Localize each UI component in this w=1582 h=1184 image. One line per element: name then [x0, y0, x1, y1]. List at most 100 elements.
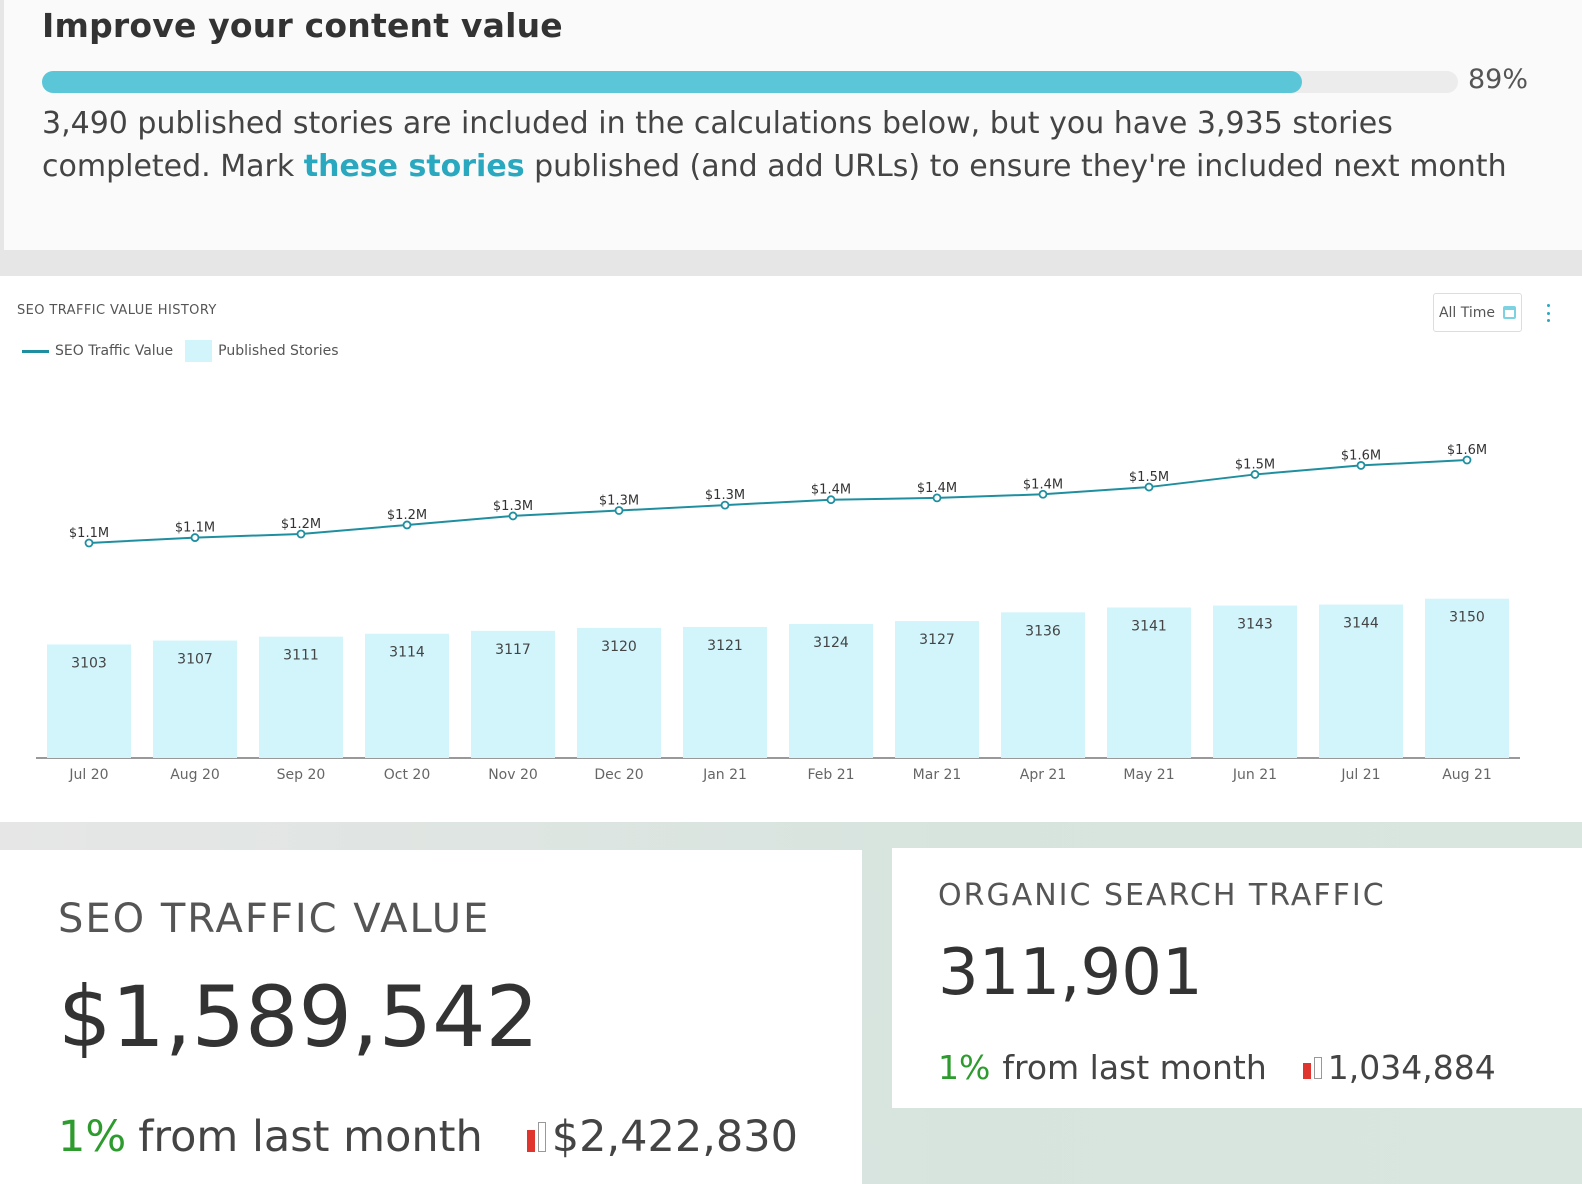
organic-traffic-label: ORGANIC SEARCH TRAFFIC	[938, 878, 1386, 913]
x-tick-label: Nov 20	[488, 767, 538, 783]
bar-value-label: 3143	[1237, 617, 1273, 633]
line-value-label: $1.1M	[69, 526, 109, 541]
x-tick-label: Jun 21	[1232, 767, 1277, 783]
bar-value-label: 3111	[283, 648, 319, 664]
line-value-label: $1.4M	[917, 481, 957, 496]
bar-value-label: 3120	[601, 639, 637, 655]
line-value-label: $1.3M	[705, 488, 745, 503]
bar-value-label: 3136	[1025, 623, 1061, 639]
bar-value-label: 3121	[707, 638, 743, 654]
bar-value-label: 3107	[177, 652, 213, 668]
bar-published-stories	[365, 633, 449, 758]
bar-published-stories	[577, 627, 661, 758]
x-tick-label: Jan 21	[702, 767, 747, 783]
line-point	[508, 511, 518, 521]
x-tick-label: Sep 20	[277, 767, 326, 783]
description-text-end: published (and add URLs) to ensure they'…	[524, 149, 1507, 184]
x-tick-label: Apr 21	[1020, 767, 1066, 783]
line-point	[1356, 461, 1366, 470]
x-tick-label: Jul 21	[1340, 767, 1380, 783]
bar-published-stories	[259, 636, 343, 758]
line-value-label: $1.5M	[1129, 470, 1169, 485]
seo-value-change-text: from last month	[138, 1112, 483, 1162]
line-value-label: $1.4M	[1023, 477, 1063, 492]
line-point	[1462, 455, 1472, 465]
content-value-title: Improve your content value	[42, 6, 563, 45]
seo-traffic-value-card: SEO TRAFFIC VALUE $1,589,542 1% from las…	[0, 850, 862, 1184]
calendar-icon	[1503, 306, 1517, 319]
line-point	[190, 533, 200, 542]
line-point	[1038, 489, 1048, 499]
line-value-label: $1.5M	[1235, 457, 1275, 472]
progress-percent: 89%	[1468, 64, 1529, 95]
content-value-description: 3,490 published stories are included in …	[42, 102, 1562, 188]
bar-published-stories	[1425, 598, 1509, 758]
line-point	[826, 495, 836, 505]
bar-value-label: 3117	[495, 642, 531, 658]
seo-value-compare: $2,422,830	[551, 1112, 798, 1162]
bar-published-stories	[683, 626, 767, 758]
x-tick-label: Aug 21	[1442, 767, 1492, 783]
line-point	[614, 506, 624, 515]
organic-search-traffic-card: ORGANIC SEARCH TRAFFIC 311,901 1% from l…	[892, 848, 1582, 1108]
organic-traffic-value: 311,901	[938, 936, 1203, 1010]
seo-value-label: SEO TRAFFIC VALUE	[58, 896, 491, 942]
chart-legend: SEO Traffic Value Published Stories	[22, 340, 339, 362]
seo-history-chart: 3103 Jul 20 3107 Aug 20 3111 Sep 20 3114 Oct 20…	[36, 443, 1520, 783]
line-point	[1144, 482, 1154, 492]
bar-value-label: 3150	[1449, 610, 1485, 626]
seo-value-footer: 1% from last month $2,422,830	[58, 1112, 798, 1162]
x-tick-label: Jul 20	[68, 767, 108, 783]
bar-value-label: 3144	[1343, 616, 1379, 632]
seo-traffic-value-line	[88, 459, 1468, 544]
bar-value-label: 3127	[919, 632, 955, 648]
these-stories-link[interactable]: these stories	[303, 149, 525, 184]
content-value-card: Improve your content value 89% 3,490 pub…	[4, 0, 1582, 250]
x-tick-label: Aug 20	[170, 767, 220, 783]
line-value-label: $1.6M	[1447, 443, 1487, 458]
organic-change-text: from last month	[1002, 1048, 1267, 1087]
line-point	[402, 520, 412, 530]
line-value-label: $1.4M	[811, 483, 851, 498]
bar-value-label: 3124	[813, 635, 849, 651]
bar-compare-icon	[1302, 1056, 1322, 1079]
x-tick-label: Oct 20	[384, 767, 430, 783]
line-value-label: $1.3M	[493, 499, 533, 514]
legend-line-swatch	[22, 349, 49, 353]
bar-published-stories	[1107, 607, 1191, 758]
bar-value-label: 3141	[1131, 618, 1167, 634]
bar-published-stories	[1001, 612, 1085, 758]
bar-published-stories	[1319, 604, 1403, 758]
legend-published-stories[interactable]: Published Stories	[218, 343, 339, 359]
line-value-label: $1.6M	[1341, 448, 1381, 463]
legend-box-swatch	[185, 340, 213, 362]
time-range-button[interactable]: All Time	[1433, 293, 1522, 332]
organic-compare: 1,034,884	[1327, 1048, 1496, 1087]
line-point	[1250, 470, 1260, 479]
bar-value-label: 3114	[389, 645, 425, 661]
line-value-label: $1.3M	[599, 494, 639, 509]
legend-seo-traffic-value[interactable]: SEO Traffic Value	[55, 343, 174, 359]
line-point	[932, 493, 942, 503]
bar-published-stories	[47, 644, 131, 758]
line-value-label: $1.1M	[175, 521, 215, 536]
x-tick-label: Mar 21	[913, 767, 962, 783]
x-tick-label: Dec 20	[594, 767, 643, 783]
line-point	[720, 500, 730, 510]
line-value-label: $1.2M	[387, 508, 427, 523]
chart-title: SEO TRAFFIC VALUE HISTORY	[17, 303, 217, 318]
time-range-label: All Time	[1438, 304, 1496, 321]
more-options-icon[interactable]	[1543, 304, 1553, 322]
bar-compare-icon	[526, 1122, 546, 1152]
x-tick-label: May 21	[1123, 767, 1174, 783]
line-point	[84, 538, 94, 548]
organic-change-pct: 1%	[938, 1048, 991, 1087]
line-value-label: $1.2M	[281, 517, 321, 532]
bar-published-stories	[789, 624, 873, 758]
line-point	[296, 529, 306, 539]
seo-value-change-pct: 1%	[58, 1112, 127, 1162]
x-tick-label: Feb 21	[807, 767, 854, 783]
bar-value-label: 3103	[71, 655, 107, 671]
progress-fill	[42, 71, 1303, 93]
seo-traffic-value-history-card: 3103 Jul 20 3107 Aug 20 3111 Sep 20 3114 Oct 20…	[0, 276, 1582, 822]
